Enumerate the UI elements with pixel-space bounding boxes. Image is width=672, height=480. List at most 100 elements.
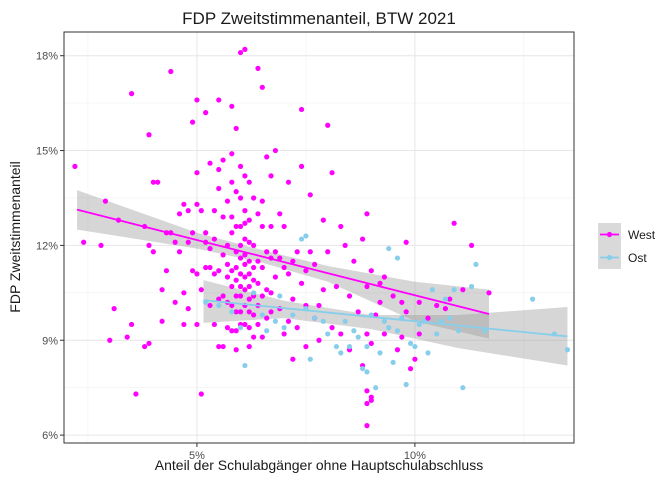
point-west (325, 122, 331, 128)
point-west (163, 268, 170, 274)
point-west (333, 283, 340, 290)
point-west (255, 211, 261, 217)
point-west (198, 391, 204, 397)
point-west (207, 264, 213, 271)
point-west (285, 271, 292, 277)
minor-gridlines (64, 32, 574, 443)
point-west (434, 302, 440, 309)
point-west (224, 198, 231, 204)
point-west (251, 195, 257, 201)
point-ost (403, 381, 409, 388)
point-west (394, 347, 401, 353)
point-ost (425, 350, 431, 356)
point-west (72, 163, 78, 169)
point-west (346, 293, 353, 299)
point-west (251, 264, 257, 271)
point-west (298, 163, 305, 169)
point-west (368, 340, 374, 347)
point-west (242, 208, 248, 214)
point-west (285, 318, 292, 324)
point-west (198, 208, 204, 214)
point-west (176, 249, 183, 255)
point-ost (373, 385, 379, 391)
point-west (246, 217, 252, 223)
point-west (407, 366, 414, 372)
point-west (268, 290, 274, 296)
point-west (298, 280, 305, 286)
y-tick-label: 9% (42, 335, 58, 347)
point-west (242, 220, 248, 226)
y-tick-label: 6% (42, 430, 58, 442)
point-west (246, 258, 252, 264)
point-ost (412, 343, 418, 350)
point-west (142, 343, 148, 350)
point-ost (281, 325, 287, 331)
point-west (312, 261, 318, 267)
point-west (255, 280, 261, 286)
point-west (329, 325, 335, 331)
point-west (381, 274, 387, 280)
point-west (237, 309, 244, 315)
y-axis-ticks: 6% 9% 12% 15% 18% (36, 51, 64, 442)
point-west (359, 236, 366, 242)
point-west (203, 264, 209, 271)
point-west (303, 268, 309, 274)
point-west (220, 343, 226, 350)
point-west (342, 242, 348, 249)
point-west (124, 334, 130, 340)
point-ost (242, 362, 248, 369)
point-west (259, 264, 265, 271)
point-west (233, 189, 239, 195)
point-west (242, 274, 248, 280)
point-west (272, 274, 279, 280)
point-west (246, 179, 252, 185)
point-west (111, 306, 117, 312)
point-west (237, 223, 244, 230)
point-west (412, 356, 418, 362)
point-west (259, 293, 265, 299)
point-ost (416, 321, 422, 328)
point-ost (229, 309, 235, 315)
point-ost (290, 312, 296, 318)
point-west (216, 296, 222, 302)
x-tick-label: 10% (404, 450, 426, 462)
point-west (264, 154, 270, 160)
legend-dot-west (606, 231, 613, 238)
point-west (442, 306, 449, 312)
point-west (185, 208, 191, 214)
point-west (159, 287, 165, 293)
point-west (246, 283, 252, 290)
point-west (399, 299, 405, 305)
point-west (259, 84, 265, 90)
point-west (329, 170, 335, 176)
point-west (338, 331, 344, 337)
point-ost (312, 315, 318, 321)
point-west (237, 163, 244, 169)
point-ost (438, 318, 444, 324)
point-west (181, 290, 187, 296)
point-west (460, 287, 466, 293)
point-west (364, 331, 370, 337)
point-west (468, 242, 475, 249)
legend-dot-ost (606, 254, 613, 261)
point-west (229, 103, 235, 109)
point-west (325, 249, 331, 255)
point-west (189, 119, 196, 125)
point-west (320, 217, 326, 223)
confidence-band-west (77, 190, 490, 339)
point-ost (468, 283, 475, 290)
point-west (233, 328, 239, 334)
point-west (264, 287, 270, 293)
point-west (203, 230, 209, 236)
point-west (246, 343, 252, 350)
point-ost (394, 328, 401, 334)
point-west (237, 271, 244, 277)
point-west (233, 309, 239, 315)
point-west (242, 321, 248, 328)
point-west (194, 97, 200, 103)
point-west (364, 400, 370, 407)
point-ost (259, 312, 265, 318)
point-ost (338, 350, 344, 356)
point-west (155, 179, 161, 185)
point-west (194, 201, 200, 207)
